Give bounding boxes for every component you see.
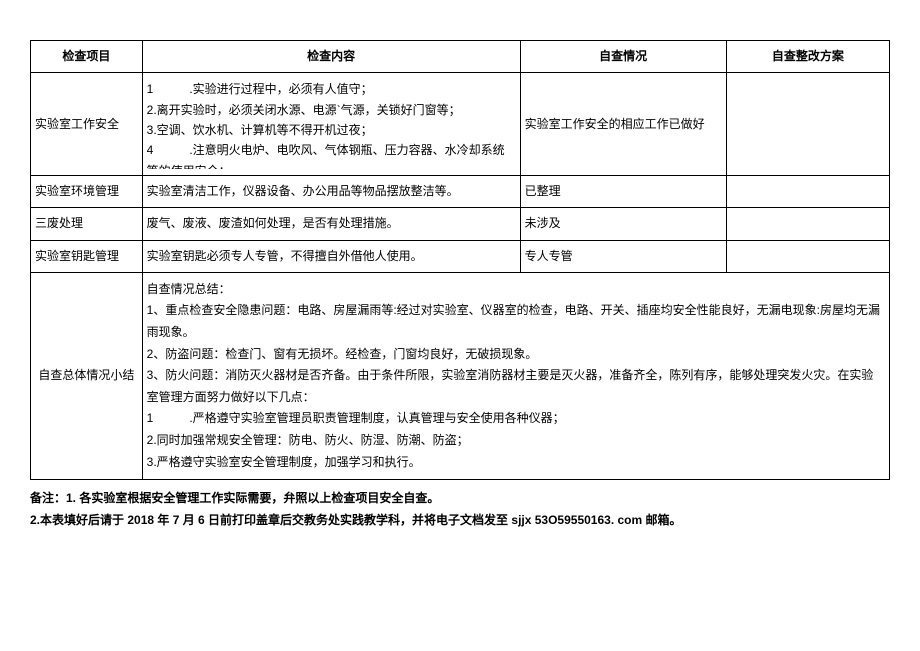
table-row: 实验室环境管理 实验室清洁工作，仪器设备、办公用品等物品摆放整洁等。 已整理 [31, 176, 890, 208]
table-row: 实验室工作安全 1 .实验进行过程中，必须有人值守；2.离开实验时，必须关闭水源… [31, 73, 890, 176]
cell-status: 专人专管 [520, 240, 726, 272]
cell-item: 三废处理 [31, 208, 143, 240]
inspection-table: 检查项目 检查内容 自查情况 自查整改方案 实验室工作安全 1 .实验进行过程中… [30, 40, 890, 480]
cell-content: 实验室清洁工作，仪器设备、办公用品等物品摆放整洁等。 [142, 176, 520, 208]
header-content: 检查内容 [142, 41, 520, 73]
cell-content: 实验室钥匙必须专人专管，不得擅自外借他人使用。 [142, 240, 520, 272]
cell-content: 1 .实验进行过程中，必须有人值守；2.离开实验时，必须关闭水源、电源`气源，关… [142, 73, 520, 176]
cell-status: 未涉及 [520, 208, 726, 240]
safety-content-text: 1 .实验进行过程中，必须有人值守；2.离开实验时，必须关闭水源、电源`气源，关… [147, 79, 516, 169]
cell-plan [726, 73, 889, 176]
cell-plan [726, 176, 889, 208]
table-header-row: 检查项目 检查内容 自查情况 自查整改方案 [31, 41, 890, 73]
cell-item: 实验室工作安全 [31, 73, 143, 176]
table-row: 三废处理 废气、废液、废渣如何处理，是否有处理措施。 未涉及 [31, 208, 890, 240]
cell-status: 已整理 [520, 176, 726, 208]
cell-plan [726, 240, 889, 272]
table-row: 实验室钥匙管理 实验室钥匙必须专人专管，不得擅自外借他人使用。 专人专管 [31, 240, 890, 272]
header-status: 自查情况 [520, 41, 726, 73]
cell-summary-label: 自查总体情况小结 [31, 272, 143, 479]
cell-status: 实验室工作安全的相应工作已做好 [520, 73, 726, 176]
cell-plan [726, 208, 889, 240]
table-row-summary: 自查总体情况小结 自查情况总结：1、重点检查安全隐患问题：电路、房屋漏雨等:经过… [31, 272, 890, 479]
cell-content: 废气、废液、废渣如何处理，是否有处理措施。 [142, 208, 520, 240]
cell-summary-content: 自查情况总结：1、重点检查安全隐患问题：电路、房屋漏雨等:经过对实验室、仪器室的… [142, 272, 889, 479]
header-plan: 自查整改方案 [726, 41, 889, 73]
cell-item: 实验室钥匙管理 [31, 240, 143, 272]
footnote: 备注：1. 各实验室根据安全管理工作实际需要，弁照以上检查项目安全自查。 2.本… [30, 488, 890, 531]
footnote-line1: 备注：1. 各实验室根据安全管理工作实际需要，弁照以上检查项目安全自查。 [30, 488, 890, 510]
footnote-line2: 2.本表填好后请于 2018 年 7 月 6 日前打印盖章后交教务处实践教学科，… [30, 510, 890, 532]
header-item: 检查项目 [31, 41, 143, 73]
cell-item: 实验室环境管理 [31, 176, 143, 208]
